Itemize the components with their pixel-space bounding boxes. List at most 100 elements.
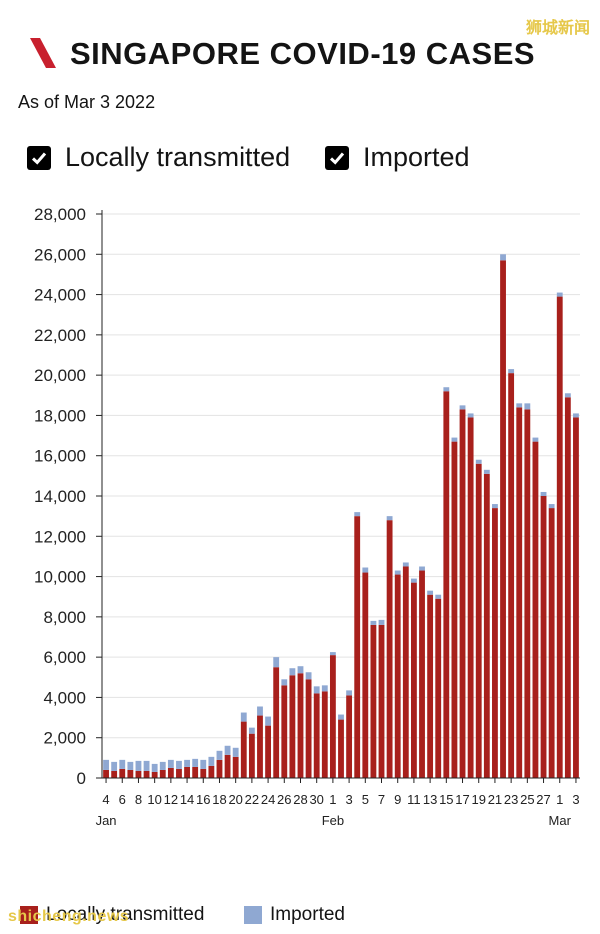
bar-local-12 xyxy=(192,766,199,778)
bar-imported-57 xyxy=(556,292,563,297)
toggle-label: Imported xyxy=(363,142,470,172)
bar-imported-24 xyxy=(289,668,296,676)
legend-swatch-local xyxy=(20,906,38,924)
x-tick-label: 14 xyxy=(180,792,194,807)
toggle-imported[interactable]: Imported xyxy=(325,142,470,173)
x-tick-label: 7 xyxy=(378,792,385,807)
bar-imported-23 xyxy=(281,679,288,686)
bar-imported-41 xyxy=(427,590,434,595)
bar-imported-26 xyxy=(305,672,312,680)
x-tick-label: 22 xyxy=(245,792,259,807)
bar-local-50 xyxy=(500,260,506,778)
bar-imported-43 xyxy=(443,387,450,392)
bar-local-51 xyxy=(508,373,515,778)
toggle-locally-transmitted[interactable]: Locally transmitted xyxy=(27,142,290,173)
bar-local-44 xyxy=(451,441,458,778)
brand-logo xyxy=(30,38,56,68)
bar-local-42 xyxy=(435,598,442,778)
bar-local-21 xyxy=(265,725,272,778)
bar-local-58 xyxy=(564,397,571,778)
bar-imported-2 xyxy=(111,761,118,771)
bar-local-15 xyxy=(216,759,223,778)
check-icon xyxy=(31,152,47,165)
bar-imported-44 xyxy=(451,437,458,442)
bar-local-40 xyxy=(419,570,425,778)
bar-local-32 xyxy=(354,516,361,778)
bar-local-22 xyxy=(273,667,280,778)
month-label: Feb xyxy=(322,813,344,828)
bar-imported-19 xyxy=(248,727,255,734)
page-title: SINGAPORE COVID-19 CASES xyxy=(70,36,536,71)
bar-imported-45 xyxy=(459,405,466,410)
bar-imported-39 xyxy=(410,578,417,583)
bar-imported-28 xyxy=(321,685,328,692)
bar-imported-6 xyxy=(143,760,150,771)
y-tick-label: 26,000 xyxy=(34,245,86,264)
bar-local-26 xyxy=(305,679,312,778)
x-tick-label: 3 xyxy=(572,792,579,807)
bar-local-52 xyxy=(516,407,523,778)
bar-local-38 xyxy=(402,566,409,778)
bar-imported-14 xyxy=(208,756,215,766)
bar-local-8 xyxy=(159,769,166,778)
bar-local-27 xyxy=(313,693,320,778)
checkbox-imported[interactable] xyxy=(325,145,349,170)
bar-imported-38 xyxy=(402,562,409,567)
bar-local-59 xyxy=(573,417,579,778)
bar-local-10 xyxy=(176,768,182,778)
bar-local-30 xyxy=(338,719,344,778)
bar-local-34 xyxy=(370,624,377,778)
bar-local-20 xyxy=(257,715,263,778)
legend-swatch-imported xyxy=(244,906,262,924)
bar-local-29 xyxy=(329,655,336,778)
bar-imported-47 xyxy=(475,459,482,464)
bar-local-53 xyxy=(524,409,531,778)
toggle-label: Locally transmitted xyxy=(65,142,291,172)
bar-local-46 xyxy=(467,417,474,778)
bar-local-7 xyxy=(151,771,158,778)
x-tick-label: 8 xyxy=(135,792,142,807)
x-tick-label: 9 xyxy=(394,792,401,807)
bar-local-45 xyxy=(459,409,466,778)
bar-imported-20 xyxy=(257,706,263,716)
bar-local-11 xyxy=(184,766,190,778)
x-tick-label: 5 xyxy=(362,792,369,807)
x-tick-label: 16 xyxy=(196,792,210,807)
x-tick-label: 21 xyxy=(488,792,502,807)
checkbox-locally-transmitted[interactable] xyxy=(27,145,51,170)
bar-local-33 xyxy=(362,572,369,778)
bar-imported-22 xyxy=(273,657,280,668)
legend-label: Imported xyxy=(270,904,345,925)
bar-local-55 xyxy=(540,496,547,778)
x-tick-label: 26 xyxy=(277,792,291,807)
bar-imported-35 xyxy=(378,619,385,625)
bar-local-43 xyxy=(443,391,450,778)
bar-imported-21 xyxy=(265,716,272,726)
x-tick-label: 23 xyxy=(504,792,518,807)
bar-local-54 xyxy=(532,441,539,778)
bar-imported-55 xyxy=(540,491,547,496)
month-label: Mar xyxy=(549,813,572,828)
bar-imported-37 xyxy=(394,570,401,575)
watermark-top: 狮城新闻 xyxy=(525,20,590,37)
y-tick-label: 10,000 xyxy=(34,568,86,587)
cases-bar-chart: 0 2,000 4,000 6,000 8,000 10,000 12,000 14,000 1… xyxy=(34,205,580,828)
legend-item-locally-transmitted[interactable]: Locally transmitted xyxy=(20,904,204,926)
bar-imported-11 xyxy=(184,759,190,767)
bar-imported-52 xyxy=(516,403,523,408)
bar-imported-32 xyxy=(354,512,361,517)
bar-imported-15 xyxy=(216,750,223,760)
y-tick-label: 0 xyxy=(77,769,86,788)
bar-imported-53 xyxy=(524,403,531,410)
bar-imported-46 xyxy=(467,413,474,418)
bar-local-4 xyxy=(127,769,134,778)
bar-local-25 xyxy=(297,673,304,778)
y-tick-label: 16,000 xyxy=(34,447,86,466)
bar-imported-9 xyxy=(167,759,174,768)
x-tick-label: 4 xyxy=(102,792,109,807)
legend-item-imported[interactable]: Imported xyxy=(244,904,345,926)
bar-local-3 xyxy=(119,768,126,778)
x-tick-label: 24 xyxy=(261,792,275,807)
x-tick-label: 30 xyxy=(309,792,323,807)
bar-imported-18 xyxy=(240,712,247,722)
